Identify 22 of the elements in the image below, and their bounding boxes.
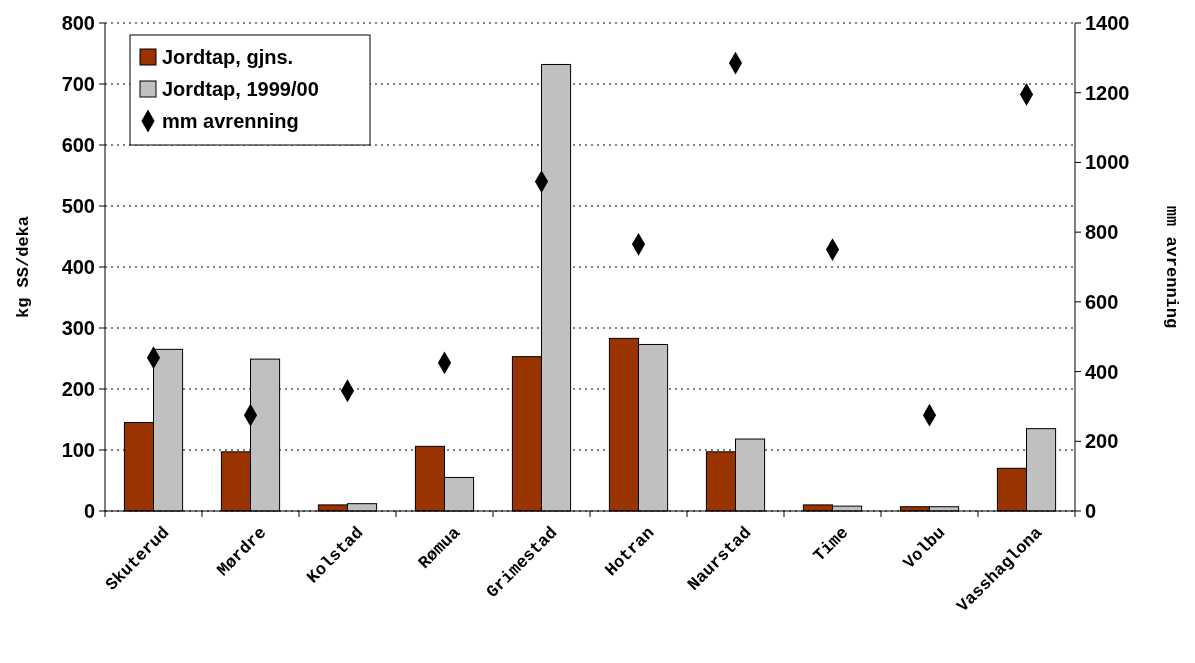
y-tick-label: 300 — [61, 317, 95, 339]
legend-label: Jordtap, gjns. — [162, 46, 294, 68]
y2-axis-title: mm avrenning — [1162, 205, 1181, 329]
y2-tick-label: 1000 — [1085, 151, 1130, 174]
y2-tick-label: 400 — [1085, 360, 1119, 383]
y2-tick-label: 600 — [1085, 290, 1119, 313]
legend-label: mm avrenning — [162, 110, 299, 132]
y2-tick-label: 1400 — [1085, 12, 1130, 34]
y-tick-label: 800 — [61, 12, 95, 34]
y-tick-label: 700 — [61, 73, 95, 95]
y-tick-label: 400 — [61, 256, 95, 278]
y-tick-label: 200 — [61, 378, 95, 400]
y-tick-label: 500 — [61, 195, 95, 217]
y2-tick-label: 200 — [1085, 430, 1119, 453]
y-axis-title: kg SS/deka — [14, 215, 33, 319]
y2-tick-label: 800 — [1085, 221, 1119, 244]
y2-tick-label: 1200 — [1085, 81, 1130, 104]
legend-label: Jordtap, 1999/00 — [162, 78, 319, 100]
y-tick-label: 100 — [61, 439, 95, 461]
y-tick-label: 0 — [83, 500, 95, 522]
y2-tick-label: 0 — [1085, 500, 1097, 522]
y-tick-label: 600 — [61, 134, 95, 156]
